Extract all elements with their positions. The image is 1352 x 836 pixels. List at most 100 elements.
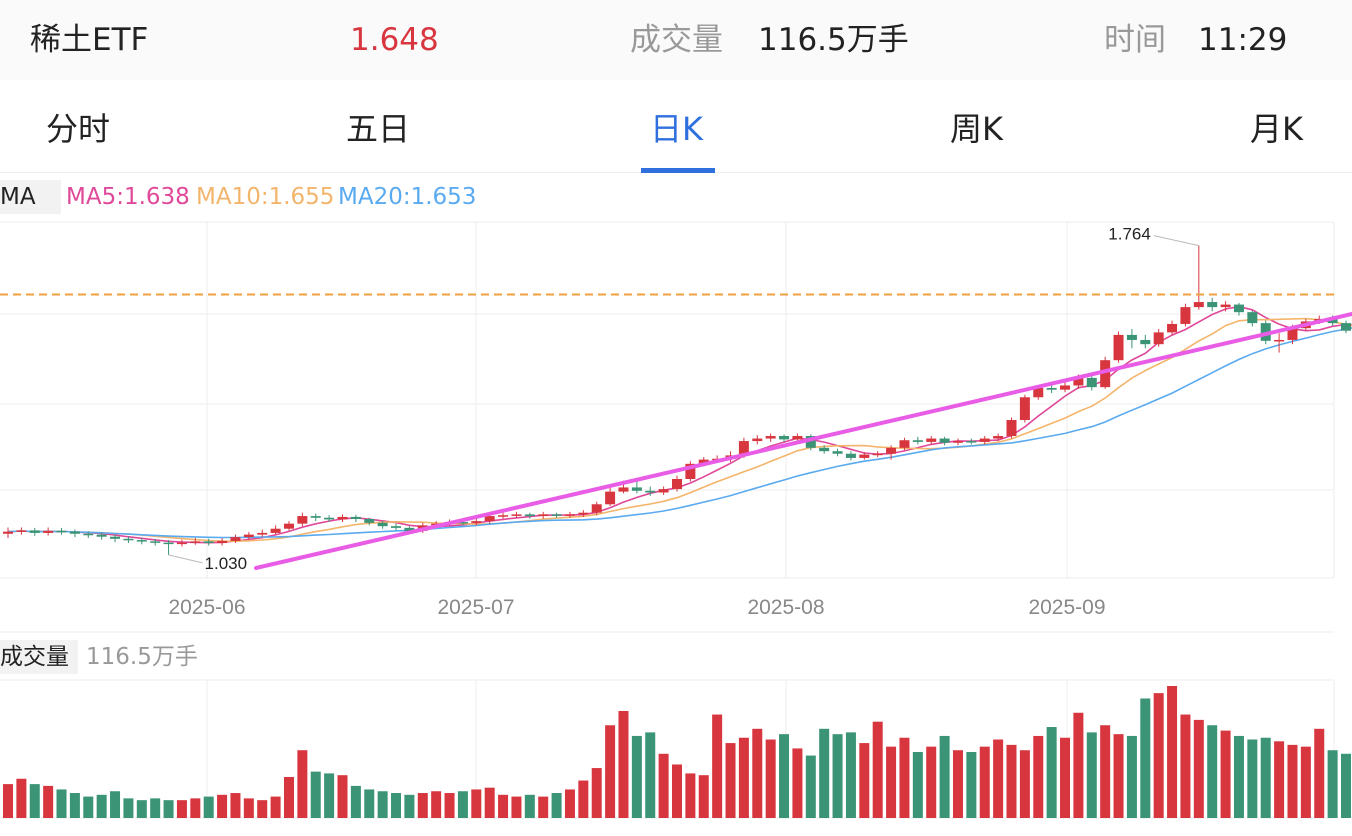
candle — [364, 517, 375, 526]
volume-value: 116.5万手 — [758, 22, 909, 58]
candle — [1126, 329, 1137, 349]
volume-bar — [712, 714, 723, 818]
candle — [591, 501, 602, 516]
volume-bar — [324, 773, 335, 818]
volume-bar — [110, 791, 121, 818]
candle — [1113, 331, 1124, 363]
volume-bar — [725, 743, 736, 818]
volume-bar — [230, 793, 241, 818]
candle-body — [1086, 377, 1097, 388]
candle — [163, 540, 174, 555]
volume-bar — [203, 796, 214, 818]
time-label: 时间 — [1104, 22, 1166, 58]
tab-monthly-k[interactable]: 月K — [1250, 110, 1303, 148]
ma10-line — [7, 317, 1352, 543]
volume-bar — [471, 789, 482, 818]
volume-bar — [1341, 753, 1351, 818]
candle-body — [805, 436, 816, 448]
volume-bar — [538, 796, 549, 818]
volume-bar — [1233, 735, 1244, 818]
volume-bar — [190, 798, 201, 818]
candle — [779, 434, 790, 442]
volume-bar — [1260, 737, 1271, 818]
candle-body — [551, 514, 562, 516]
x-tick-label: 2025-07 — [437, 596, 514, 619]
tab-five-day[interactable]: 五日 — [346, 110, 411, 148]
time-value: 11:29 — [1198, 22, 1288, 58]
volume-bar — [1060, 737, 1071, 818]
ma5-line — [7, 305, 1352, 544]
volume-bar — [1046, 727, 1057, 818]
candle-body — [1033, 387, 1044, 398]
candle-body — [605, 491, 616, 505]
volume-bar — [1073, 712, 1084, 818]
candle — [899, 437, 910, 451]
candle — [926, 436, 937, 445]
candle-body — [56, 530, 67, 533]
tab-weekly-k[interactable]: 周K — [950, 110, 1003, 148]
candle — [1207, 297, 1218, 312]
candle — [819, 445, 830, 454]
volume-bar — [631, 735, 642, 818]
candle — [1153, 329, 1164, 347]
candle-body — [765, 436, 776, 439]
ma-tag[interactable]: MA — [0, 180, 61, 214]
candle — [952, 438, 963, 446]
candle-body — [1274, 339, 1285, 342]
x-tick-label: 2025-06 — [168, 596, 245, 619]
candle — [765, 433, 776, 442]
volume-bar — [1193, 719, 1204, 818]
candle — [1274, 333, 1285, 353]
moving-averages — [7, 305, 1352, 544]
candle-body — [578, 512, 589, 515]
candle — [805, 434, 816, 451]
volume-legend: 成交量 116.5万手 — [0, 640, 400, 674]
candle-body — [29, 530, 40, 533]
volume-bar — [1207, 725, 1218, 818]
candle — [270, 525, 281, 535]
volume-bar — [926, 746, 937, 818]
volume-bar — [1220, 730, 1231, 818]
candle-body — [845, 453, 856, 458]
candle-body — [391, 526, 402, 528]
candle — [1167, 320, 1178, 335]
candle-body — [886, 447, 897, 454]
ma10-value: MA10:1.655 — [196, 184, 335, 210]
volume-bar — [1167, 686, 1178, 818]
volume-bar — [1180, 714, 1191, 818]
volume-bar — [551, 793, 562, 818]
candle-body — [230, 537, 241, 541]
volume-bar — [1126, 735, 1137, 818]
candle — [324, 515, 335, 522]
candle — [752, 435, 763, 445]
candle — [872, 451, 883, 458]
tab-daily-k[interactable]: 日K — [650, 110, 703, 148]
candle-body — [1233, 304, 1244, 313]
candle — [645, 486, 656, 496]
candle-body — [591, 504, 602, 513]
candle-body — [939, 438, 950, 443]
candle — [1247, 310, 1258, 327]
active-tab-indicator — [641, 168, 715, 173]
volume-bar — [872, 721, 883, 818]
candle — [136, 537, 147, 545]
volume-bar — [993, 739, 1004, 818]
candle-body — [792, 436, 803, 440]
candle — [337, 514, 348, 522]
volume-bar — [364, 789, 375, 818]
candle-body — [926, 438, 937, 442]
volume-bar — [698, 775, 709, 818]
volume-bar — [1113, 734, 1124, 818]
volume-bar — [752, 728, 763, 818]
low-label: 1.030 — [205, 554, 248, 573]
volume-tag[interactable]: 成交量 — [0, 640, 78, 674]
volume-bar — [618, 710, 629, 818]
volume-bar — [217, 794, 228, 818]
candle — [297, 512, 308, 527]
volume-bar — [498, 794, 509, 818]
tab-intraday[interactable]: 分时 — [46, 110, 111, 148]
candle-body — [698, 459, 709, 464]
volume-bar — [123, 798, 134, 818]
candle-body — [993, 436, 1004, 439]
